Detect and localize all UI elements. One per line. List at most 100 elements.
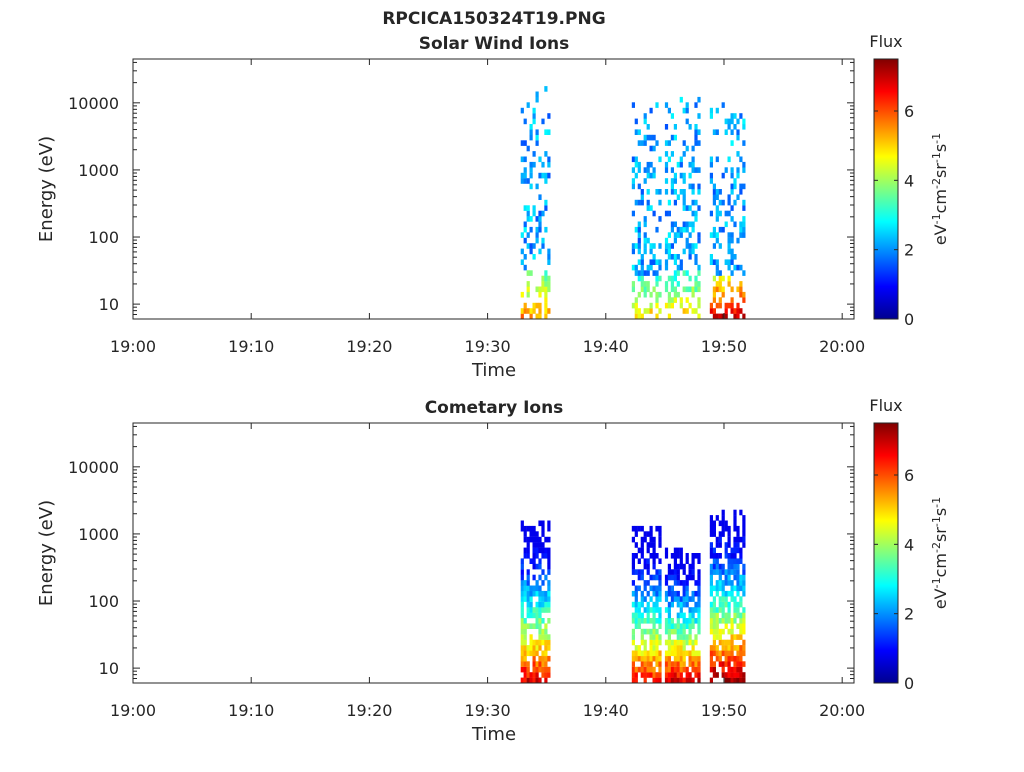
heatmap-cell [682,618,686,624]
colorbar-unit-label: eV-1cm-2sr-1s-1 [930,497,950,609]
heatmap-cell [676,677,680,684]
heatmap-cell [685,634,689,640]
heatmap-cell [532,645,536,651]
heatmap-cell [742,118,746,125]
heatmap-cell [727,628,731,635]
heatmap-cell [640,601,644,608]
heatmap-cell [679,607,683,613]
heatmap-cell [727,525,731,532]
heatmap-cell [721,607,725,613]
heatmap-cell [688,672,692,678]
heatmap-cell [679,297,683,303]
heatmap-cell [526,547,530,554]
heatmap-cell [646,569,650,575]
heatmap-cell [541,639,545,646]
heatmap-cell [730,666,734,673]
heatmap-cell [712,199,716,206]
heatmap-cell [682,308,686,314]
heatmap-cell [547,113,551,119]
heatmap-cell [529,596,533,602]
heatmap-cell [736,167,740,173]
heatmap-cell [664,248,669,255]
heatmap-cell [637,275,641,282]
heatmap-cell [673,254,677,260]
heatmap-cell [631,590,635,597]
heatmap-cell [535,666,539,673]
heatmap-cell [634,650,638,657]
heatmap-cell [541,634,545,640]
heatmap-cell [709,666,713,673]
heatmap-cell [673,291,677,298]
heatmap-cell [631,210,635,217]
heatmap-cell [547,618,551,624]
heatmap-cell [634,655,638,662]
heatmap-cell [670,178,674,184]
heatmap-cell [691,291,695,298]
heatmap-cell [637,585,641,592]
heatmap-cell [547,161,551,168]
heatmap-cell [715,569,719,575]
heatmap-cell [535,531,539,537]
heatmap-cell [658,308,662,314]
heatmap-cell [718,297,722,303]
heatmap-cell [679,645,683,651]
heatmap-cell [520,580,524,586]
heatmap-cell [667,655,671,662]
heatmap-cell [733,645,737,651]
heatmap-cell [736,574,740,581]
heatmap-cell [715,210,719,217]
heatmap-cell [679,672,683,678]
heatmap-cell [694,102,698,108]
heatmap-cell [547,590,551,597]
heatmap-cell [715,270,719,276]
heatmap-cell [523,237,527,244]
heatmap-cell [691,183,695,190]
heatmap-cell [640,618,644,624]
heatmap-cell [523,118,527,125]
heatmap-cell [697,113,701,119]
heatmap-cell [688,612,692,619]
heatmap-cell [649,645,653,651]
heatmap-cell [697,596,701,602]
heatmap-cell [742,574,746,581]
heatmap-cell [532,607,536,613]
heatmap-cell [718,243,722,249]
heatmap-cell [688,574,692,581]
heatmap-cell [535,601,539,608]
heatmap-cell [535,590,539,597]
heatmap-cell [721,313,725,320]
heatmap-cell [664,281,669,287]
heatmap-cell [694,129,698,135]
heatmap-cell [520,666,524,673]
heatmap-cell [634,172,638,179]
heatmap-cell [637,243,641,249]
heatmap-cell [652,585,656,592]
heatmap-cell [712,585,716,592]
heatmap-cell [541,210,545,217]
heatmap-cell [718,580,722,586]
heatmap-cell [673,124,677,130]
heatmap-cell [640,542,644,548]
heatmap-cell [532,661,536,667]
heatmap-cell [631,672,635,678]
heatmap-cell [736,536,740,543]
heatmap-cell [640,569,644,575]
heatmap-cell [523,585,527,592]
heatmap-cell [718,585,722,592]
heatmap-cell [664,590,669,597]
heatmap-cell [541,601,545,608]
heatmap-cell [634,569,638,575]
heatmap-cell [733,547,737,554]
heatmap-cell [736,607,740,613]
heatmap-cell [643,291,647,298]
heatmap-cell [658,666,662,673]
heatmap-cell [733,585,737,592]
heatmap-cell [736,580,740,586]
heatmap-cell [721,199,725,206]
heatmap-cell [673,178,677,184]
heatmap-cell [520,248,524,255]
heatmap-cell [658,291,662,298]
heatmap-cell [676,264,680,271]
heatmap-cell [691,666,695,673]
heatmap-cell [697,672,701,678]
